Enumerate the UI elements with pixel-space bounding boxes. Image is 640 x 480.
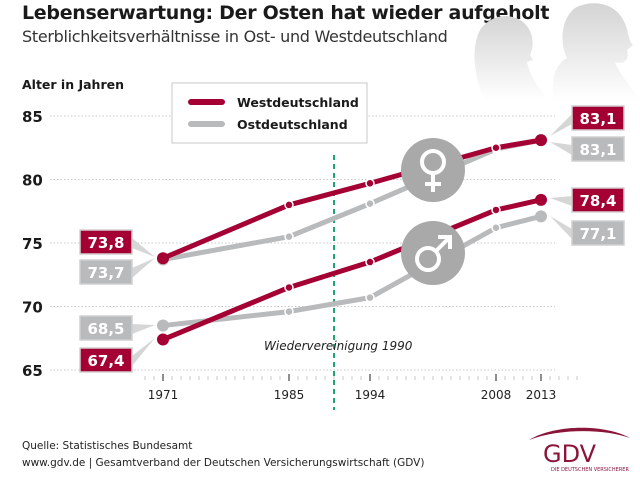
y-tick-label: 65 — [22, 362, 43, 380]
legend-label: Westdeutschland — [237, 95, 359, 110]
callout-value: 77,1 — [579, 225, 616, 243]
callout-pointer — [550, 216, 572, 239]
male-symbol-icon — [401, 221, 465, 285]
male-symbol-icon-circle — [401, 221, 465, 285]
data-point — [157, 252, 169, 265]
callout-box — [79, 347, 133, 373]
people-silhouette-icon — [474, 3, 640, 100]
data-point — [491, 143, 501, 153]
label-west-male-2013: 78,4 — [550, 187, 625, 213]
chart-title: Lebenserwartung: Der Osten hat wieder au… — [22, 2, 550, 24]
callout-value: 73,8 — [87, 234, 124, 252]
callout-box — [571, 187, 625, 213]
label-east-male-2013: 77,1 — [550, 216, 625, 246]
label-east-female-2013: 83,1 — [550, 136, 625, 162]
chart-subtitle: Sterblichkeitsverhältnisse in Ost- und W… — [22, 27, 448, 46]
data-point — [491, 223, 501, 233]
legend-box — [171, 82, 368, 144]
label-east-male-1971: 68,5 — [79, 315, 155, 341]
data-point — [284, 306, 294, 317]
gdv-logo: GDV DIE DEUTSCHEN VERSICHERER — [529, 427, 630, 473]
x-tick-label: 1971 — [148, 388, 179, 402]
callout-pointer — [550, 196, 572, 206]
x-tick-label: 2008 — [481, 388, 512, 402]
callout-box — [571, 136, 625, 162]
label-west-female-2013: 83,1 — [550, 105, 625, 136]
data-point — [365, 257, 375, 267]
label-west-female-1971: 73,8 — [79, 229, 155, 257]
data-point — [365, 292, 375, 303]
callout-value: 68,5 — [87, 320, 124, 338]
site-credit: www.gdv.de | Gesamtverband der Deutschen… — [22, 457, 425, 469]
callout-box — [79, 315, 133, 341]
callout-value: 78,4 — [579, 192, 616, 210]
callout-pointer — [132, 338, 155, 366]
callout-value: 67,4 — [87, 352, 124, 370]
data-point — [157, 333, 169, 346]
y-tick-label: 75 — [22, 235, 43, 253]
female-symbol-icon — [401, 138, 465, 202]
series-line — [162, 137, 542, 262]
legend-label: Ostdeutschland — [237, 117, 348, 132]
callout-value: 83,1 — [579, 110, 616, 128]
callout-box — [79, 229, 133, 255]
logo-text: GDV — [543, 440, 597, 468]
y-tick-label: 70 — [22, 299, 43, 317]
callout-pointer — [550, 142, 572, 155]
data-point — [284, 231, 294, 242]
y-tick-label: 80 — [22, 172, 43, 190]
reunification-label: Wiedervereinigung 1990 — [264, 339, 413, 353]
x-tick-label: 1985 — [274, 388, 305, 402]
x-tick-label: 1994 — [355, 388, 386, 402]
callout-box — [571, 105, 625, 131]
data-point — [365, 198, 375, 209]
male-ring — [415, 246, 441, 272]
data-point — [365, 178, 375, 189]
data-point — [535, 193, 547, 206]
callout-pointer — [132, 324, 155, 334]
data-point — [284, 282, 294, 293]
logo-tagline: DIE DEUTSCHEN VERSICHERER — [551, 467, 629, 473]
callout-box — [571, 220, 625, 246]
callout-pointer — [132, 238, 155, 257]
callout-box — [79, 259, 133, 285]
male-arrow-shaft — [434, 236, 451, 253]
callout-pointer — [132, 258, 155, 278]
y-tick-label: 85 — [22, 108, 43, 126]
y-axis-label: Alter in Jahren — [22, 77, 124, 92]
data-point — [157, 319, 169, 332]
label-east-female-1971: 73,7 — [79, 258, 155, 285]
callout-value: 83,1 — [579, 141, 616, 159]
callout-pointer — [550, 114, 572, 136]
female-symbol-icon-circle — [401, 138, 465, 202]
x-tick-label: 2013 — [526, 388, 557, 402]
callout-value: 73,7 — [87, 264, 124, 282]
source-note: Quelle: Statistisches Bundesamt — [22, 440, 193, 452]
label-west-male-1971: 67,4 — [79, 338, 155, 373]
data-point — [491, 205, 501, 215]
series-line — [162, 197, 542, 342]
data-point — [535, 210, 547, 223]
series-line — [162, 137, 542, 261]
data-point — [535, 134, 547, 147]
data-point — [284, 200, 294, 210]
male-arrow-head — [438, 235, 452, 249]
